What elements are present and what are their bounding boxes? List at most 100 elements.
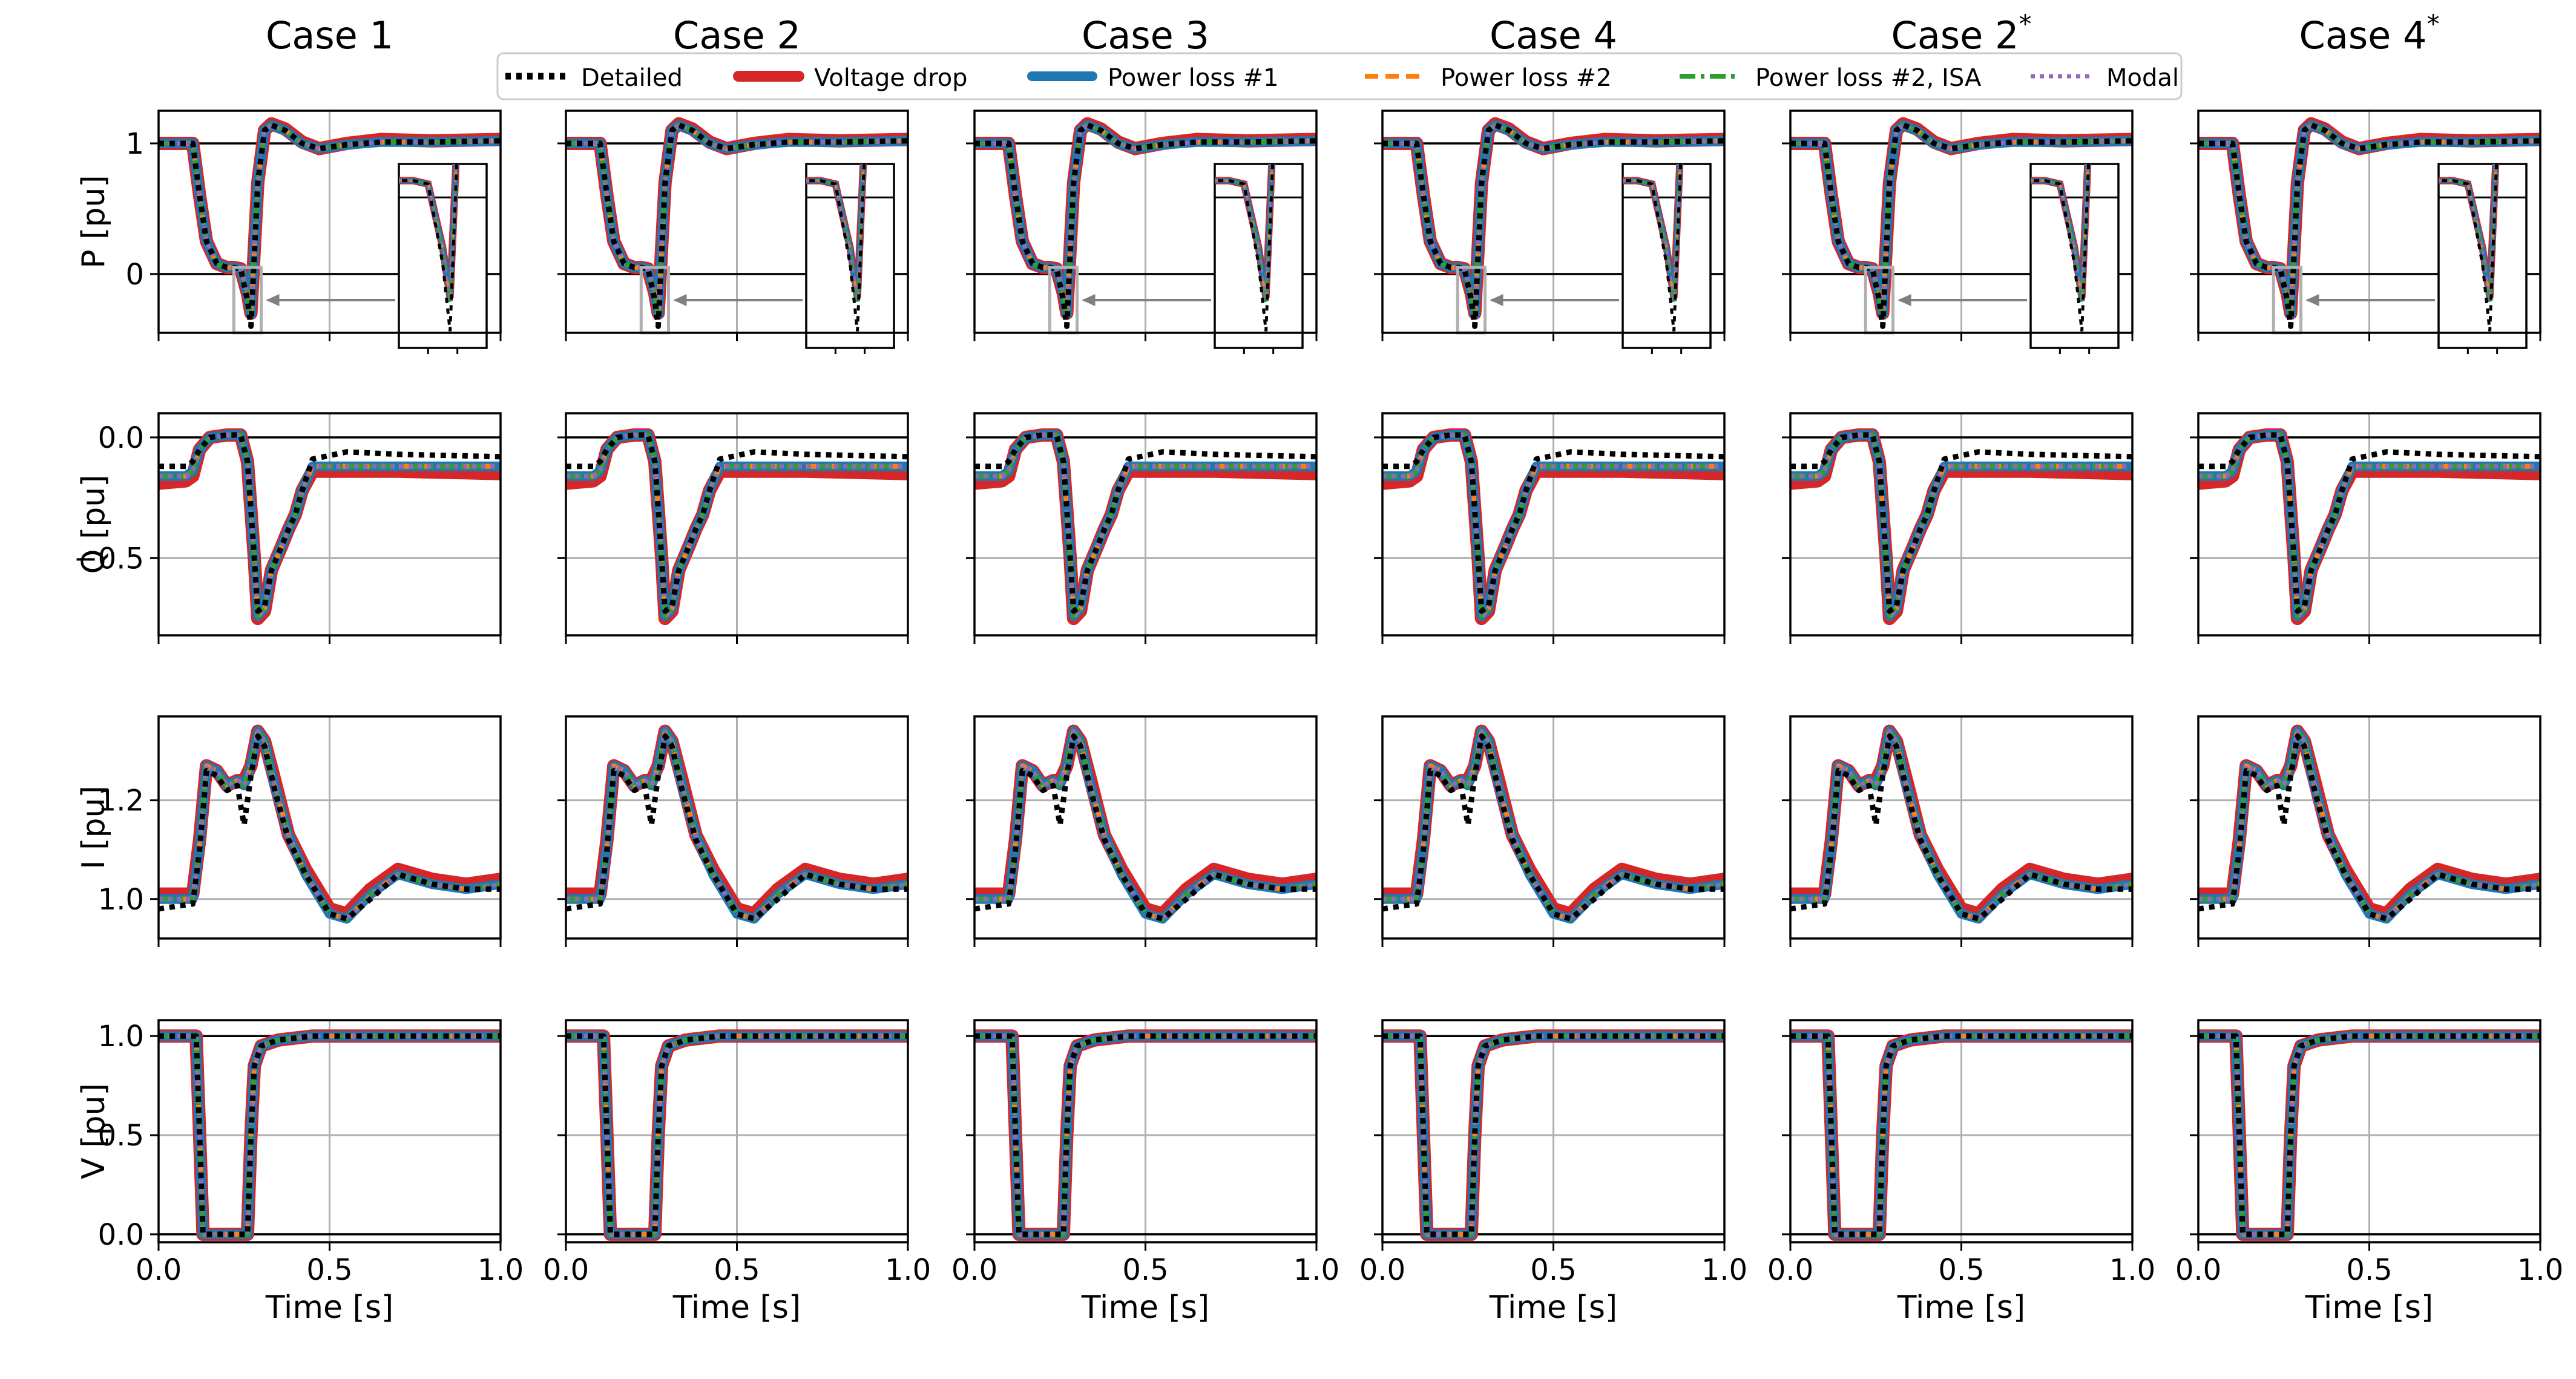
column-title-5: Case 2*	[1891, 9, 2032, 57]
y-tick-label: 1.2	[98, 784, 144, 818]
series-group	[159, 1029, 501, 1241]
series-group	[566, 724, 908, 924]
series-line-modal	[2198, 729, 2540, 921]
series-group	[2198, 724, 2540, 924]
x-tick-label: 1.0	[885, 1253, 931, 1287]
x-axis-label: Time [s]	[672, 1289, 801, 1326]
subplot-v-case-1: 0.0 0.5 1.0 Time [s] 0.0 0.5 1.0 V [pu]	[76, 1019, 524, 1326]
subplot-q-case-6	[2190, 412, 2542, 644]
series-group	[2198, 1029, 2540, 1241]
zoom-arrowhead	[1490, 294, 1503, 307]
inset-axes	[1214, 163, 1304, 354]
y-tick-label: 0	[125, 258, 144, 292]
subplot-p-case-5	[1782, 110, 2134, 354]
x-tick-label: 0.5	[1122, 1253, 1168, 1287]
subplot-q-case-5	[1782, 412, 2134, 644]
series-line-detailed	[974, 733, 1316, 922]
series-line-detailed	[159, 1033, 501, 1237]
series-group	[1382, 428, 1724, 626]
zoom-arrowhead	[673, 294, 687, 307]
inset-axes	[1622, 163, 1712, 354]
subplot-q-case-4	[1374, 412, 1726, 644]
y-axis-label: Q [pu]	[76, 475, 112, 574]
series-line-modal	[566, 433, 908, 618]
legend-frame	[496, 52, 2183, 100]
series-line-modal	[1382, 729, 1724, 921]
x-axis-label: Time [s]	[2305, 1289, 2433, 1326]
series-group	[2198, 117, 2540, 329]
series-line-power-loss-2-isa	[1382, 432, 1724, 619]
series-line-detailed	[2198, 733, 2540, 922]
x-tick-label: 0.5	[306, 1253, 352, 1287]
series-group	[974, 117, 1316, 329]
y-tick-label: 0.5	[98, 1119, 144, 1153]
subplot-v-case-6: 0.0 0.5 1.0 Time [s]	[2175, 1019, 2563, 1326]
subplot-i-case-1: 1.0 1.2I [pu]	[76, 715, 502, 947]
x-tick-label: 1.0	[1293, 1253, 1339, 1287]
zoom-arrowhead	[266, 294, 280, 307]
series-line-power-loss-2-isa	[566, 432, 908, 619]
series-group	[566, 1029, 908, 1241]
series-group	[1382, 117, 1724, 329]
series-line-detailed	[974, 1033, 1316, 1237]
subplot-q-case-2	[557, 412, 909, 644]
series-line-power-loss-2-isa	[159, 432, 501, 619]
series-line-detailed	[1790, 122, 2132, 329]
series-group	[1790, 724, 2132, 924]
series-group	[1382, 1029, 1724, 1241]
series-line-power-loss-2-isa	[974, 432, 1316, 619]
zoom-arrowhead	[1898, 294, 1911, 307]
y-axis-label: V [pu]	[76, 1083, 112, 1179]
legend-label-power-loss-1: Power loss #1	[1108, 64, 1279, 92]
x-axis-label: Time [s]	[265, 1289, 393, 1326]
x-tick-label: 0.0	[1767, 1253, 1813, 1287]
series-line-detailed	[1382, 1033, 1724, 1237]
x-tick-label: 0.0	[2175, 1253, 2221, 1287]
y-tick-label: 0.0	[98, 1218, 144, 1252]
series-line-modal	[159, 729, 501, 921]
legend-label-voltage-drop: Voltage drop	[814, 64, 968, 92]
column-title-2: Case 2	[673, 13, 801, 57]
series-line-modal	[1790, 729, 2132, 921]
subplot-p-case-6	[2190, 110, 2542, 354]
series-line-modal	[1790, 433, 2132, 618]
series-line-detailed	[2198, 1033, 2540, 1237]
subplot-v-case-5: 0.0 0.5 1.0 Time [s]	[1767, 1019, 2155, 1326]
series-group	[566, 117, 908, 329]
column-title-6: Case 4*	[2299, 9, 2440, 57]
y-tick-label: 1.0	[98, 1020, 144, 1053]
series-line-modal	[2198, 433, 2540, 618]
subplot-p-case-3	[966, 110, 1318, 354]
x-tick-label: 0.5	[1938, 1253, 1984, 1287]
x-axis-label: Time [s]	[1489, 1289, 1617, 1326]
subplot-p-case-1: 0 1 P [pu]	[76, 110, 502, 354]
x-axis-label: Time [s]	[1897, 1289, 2025, 1326]
column-title-3: Case 3	[1082, 13, 1209, 57]
series-group	[1790, 1029, 2132, 1241]
series-group	[974, 428, 1316, 626]
zoom-arrowhead	[2305, 294, 2319, 307]
subplot-v-case-4: 0.0 0.5 1.0 Time [s]	[1359, 1019, 1747, 1326]
series-line-detailed	[566, 122, 908, 329]
y-tick-label: −0.5	[73, 542, 144, 575]
series-line-detailed	[1790, 733, 2132, 922]
x-tick-label: 0.0	[951, 1253, 997, 1287]
series-line-detailed	[1790, 1033, 2132, 1237]
subplot-q-case-3	[966, 412, 1318, 644]
x-tick-label: 0.5	[1530, 1253, 1576, 1287]
series-line-detailed	[2198, 122, 2540, 329]
subplot-i-case-6	[2190, 715, 2542, 947]
legend: Detailed Voltage drop Power loss #1 Power l…	[496, 52, 2183, 100]
series-group	[1382, 724, 1724, 924]
x-tick-label: 0.5	[2346, 1253, 2392, 1287]
series-line-detailed	[974, 122, 1316, 329]
column-title-1: Case 1	[266, 13, 393, 57]
series-group	[566, 428, 908, 626]
column-titles: Case 1 Case 2 Case 3 Case 4 Case 2* Case 4*	[266, 9, 2439, 57]
series-group	[2198, 428, 2540, 626]
series-line-detailed	[1382, 733, 1724, 922]
series-line-detailed	[159, 733, 501, 922]
subplot-v-case-2: 0.0 0.5 1.0 Time [s]	[543, 1019, 931, 1326]
legend-label-power-loss-2: Power loss #2	[1441, 64, 1612, 92]
